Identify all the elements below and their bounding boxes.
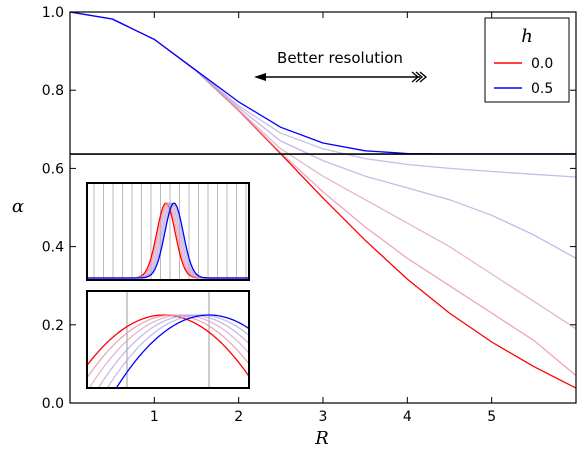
y-tick-label-1: 0.2: [42, 318, 64, 334]
inset-arc-curve-3: [97, 314, 249, 388]
resolution-arrow: Better resolution: [254, 49, 428, 83]
inset-peaks-curves: [87, 202, 249, 279]
y-tick-label-0: 0.0: [42, 396, 64, 412]
legend: h 0.0 0.5: [484, 17, 570, 103]
legend-title: h: [521, 26, 533, 47]
x-tick-label-3: 4: [403, 409, 412, 425]
y-tick-label-2: 0.4: [42, 240, 64, 256]
inset-arcs: [86, 290, 250, 389]
legend-label-1: 0.5: [531, 81, 553, 97]
x-tick-label-1: 2: [234, 409, 243, 425]
inset-arcs-curves: [87, 314, 249, 388]
series-layer: [70, 12, 576, 389]
x-tick-label-0: 1: [150, 409, 159, 425]
inset-arc-curve-5: [115, 314, 249, 388]
inset-peaks: [86, 182, 250, 281]
y-tick-label-4: 0.8: [42, 83, 64, 99]
inset-peak-curve-5: [87, 202, 249, 279]
y-tick-label-3: 0.6: [42, 161, 64, 177]
y-axis-ticks: 0.0 0.2 0.4 0.6 0.8 1.0: [42, 5, 576, 412]
x-axis-ticks: 1 2 3 4 5: [150, 12, 496, 425]
y-tick-label-5: 1.0: [42, 5, 64, 21]
inset-arc-curve-1: [87, 314, 249, 379]
x-tick-label-2: 3: [319, 409, 328, 425]
legend-label-0: 0.0: [531, 56, 553, 72]
inset-arc-curve-4: [106, 314, 249, 388]
inset-arc-curve-2: [88, 314, 249, 388]
x-axis-label: R: [314, 428, 329, 449]
annotation-text: Better resolution: [277, 49, 403, 67]
x-tick-label-4: 5: [487, 409, 496, 425]
y-axis-label: α: [12, 196, 24, 217]
